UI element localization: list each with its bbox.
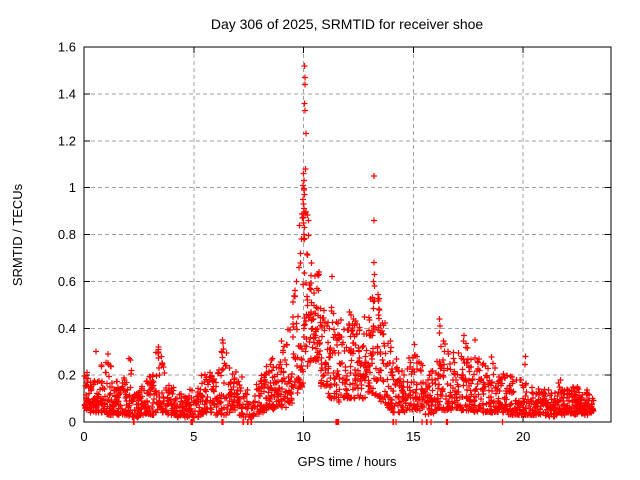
y-tick-label: 0.4 (58, 321, 76, 336)
x-tick-label: 10 (296, 429, 310, 444)
y-axis-label: SRMTID / TECUs (10, 183, 25, 286)
y-tick-label: 1 (69, 180, 76, 195)
y-tick-label: 0.2 (58, 368, 76, 383)
y-tick-label: 1.6 (58, 40, 76, 55)
tick-marks (83, 46, 611, 423)
tick-path (83, 46, 611, 423)
x-tick-label: 0 (80, 429, 87, 444)
scatter-points (81, 63, 597, 425)
x-tick-label: 5 (190, 429, 197, 444)
y-tick-label: 0 (69, 415, 76, 430)
y-tick-label: 1.2 (58, 133, 76, 148)
data-points-path (81, 63, 597, 425)
chart-title: Day 306 of 2025, SRMTID for receiver sho… (211, 16, 484, 32)
x-axis-label: GPS time / hours (298, 454, 397, 469)
y-tick-label: 0.8 (58, 227, 76, 242)
tick-labels: 0 0.2 0.4 0.6 0.8 1 1.2 1.4 1.6 0 5 10 15 20 (58, 40, 530, 445)
y-tick-label: 1.4 (58, 86, 76, 101)
x-tick-label: 15 (406, 429, 420, 444)
x-tick-label: 20 (516, 429, 530, 444)
y-tick-label: 0.6 (58, 274, 76, 289)
